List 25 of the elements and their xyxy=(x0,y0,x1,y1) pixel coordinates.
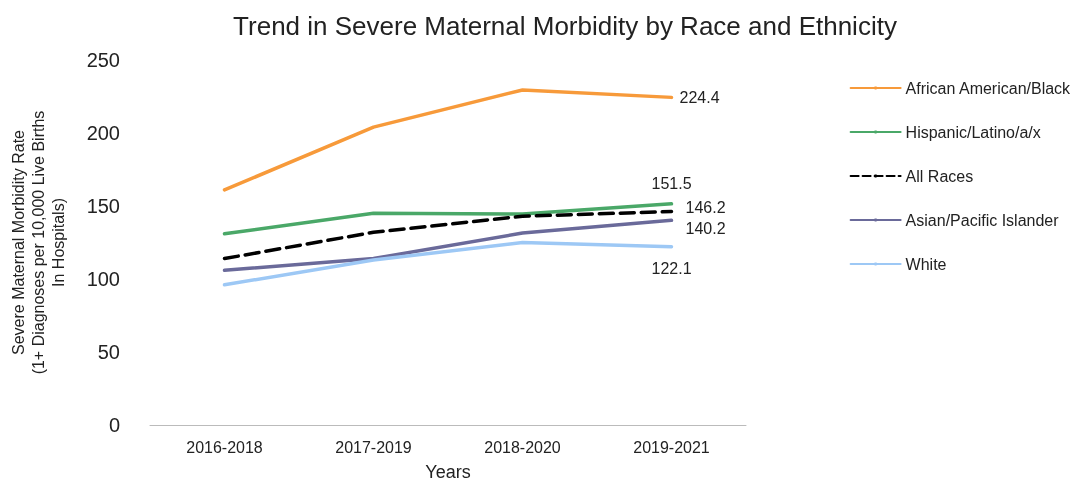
y-tick-label: 250 xyxy=(86,49,120,71)
data-label: 146.2 xyxy=(685,199,726,217)
line-series xyxy=(222,202,674,236)
y-tick-label: 100 xyxy=(86,268,120,290)
data-label: 140.2 xyxy=(685,219,726,237)
data-label: 122.1 xyxy=(651,260,692,278)
y-tick-label: 200 xyxy=(86,122,120,144)
data-label: 151.5 xyxy=(651,175,692,193)
legend-label: White xyxy=(905,255,947,273)
x-tick-label: 2018-2020 xyxy=(484,438,561,456)
y-tick-label: 150 xyxy=(86,195,120,217)
legend-label: Hispanic/Latino/a/x xyxy=(905,123,1041,141)
x-tick-label: 2016-2018 xyxy=(186,438,263,456)
x-tick-label: 2017-2019 xyxy=(335,438,412,456)
x-tick-label: 2019-2021 xyxy=(633,438,710,456)
legend-label: Asian/Pacific Islander xyxy=(905,211,1060,229)
line-series xyxy=(222,209,674,261)
legend-label: African American/Black xyxy=(905,79,1072,97)
chart-title: Trend in Severe Maternal Morbidity by Race and Ethnicity xyxy=(233,11,897,41)
x-axis-title: Years xyxy=(425,462,471,482)
y-axis-title: Severe Maternal Morbidity Rate (1+ Diagnoses per 10,000 Live Births In Hospitals) xyxy=(9,110,67,375)
y-tick-label: 0 xyxy=(108,414,120,436)
data-label: 224.4 xyxy=(679,88,720,106)
legend-label: All Races xyxy=(905,167,974,185)
y-tick-label: 50 xyxy=(97,341,120,363)
